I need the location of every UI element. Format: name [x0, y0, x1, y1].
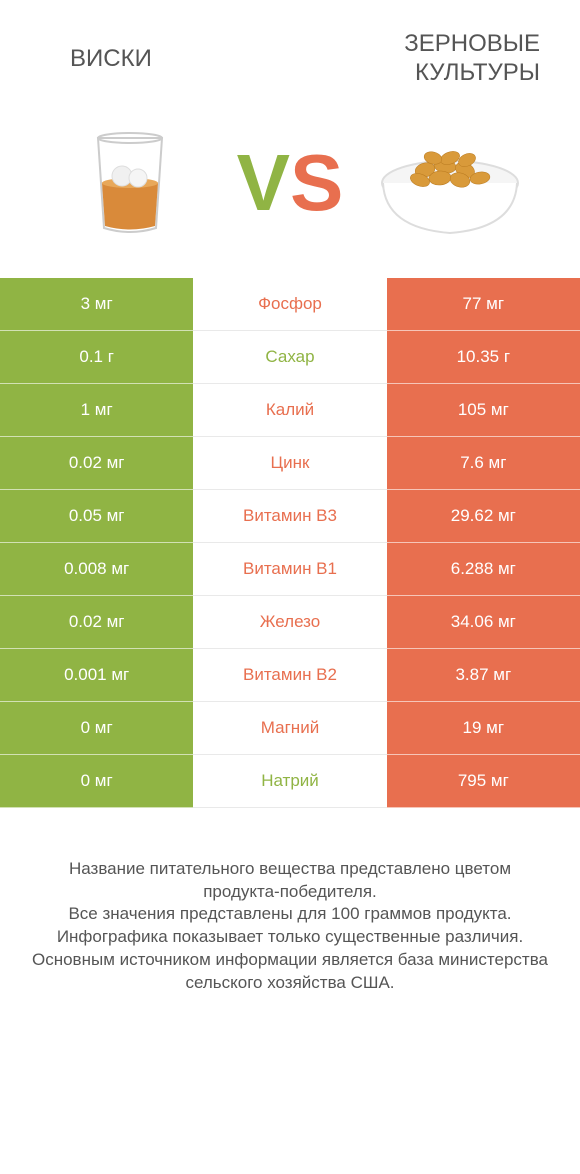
right-value: 105 мг	[387, 384, 580, 437]
left-product-title: ВИСКИ	[40, 45, 305, 73]
nutrient-name: Магний	[193, 702, 386, 755]
nutrient-name: Железо	[193, 596, 386, 649]
cereal-bowl-icon	[375, 128, 525, 238]
whisky-glass-icon	[80, 128, 180, 238]
vs-v: V	[237, 137, 290, 229]
nutrient-name: Витамин B3	[193, 490, 386, 543]
left-value: 0.02 мг	[0, 596, 193, 649]
left-value: 0.1 г	[0, 331, 193, 384]
right-value: 7.6 мг	[387, 437, 580, 490]
table-row: 0.008 мгВитамин B16.288 мг	[0, 543, 580, 596]
nutrient-name: Фосфор	[193, 278, 386, 331]
vs-s: S	[290, 137, 343, 229]
table-row: 0.001 мгВитамин B23.87 мг	[0, 649, 580, 702]
table-row: 0 мгНатрий795 мг	[0, 755, 580, 808]
left-value: 0 мг	[0, 702, 193, 755]
left-product-image	[40, 113, 220, 253]
right-value: 19 мг	[387, 702, 580, 755]
table-row: 0 мгМагний19 мг	[0, 702, 580, 755]
right-product-image	[360, 113, 540, 253]
right-value: 34.06 мг	[387, 596, 580, 649]
right-value: 29.62 мг	[387, 490, 580, 543]
nutrient-name: Цинк	[193, 437, 386, 490]
left-value: 0.05 мг	[0, 490, 193, 543]
table-row: 3 мгФосфор77 мг	[0, 278, 580, 331]
nutrient-name: Натрий	[193, 755, 386, 808]
table-row: 0.02 мгЖелезо34.06 мг	[0, 596, 580, 649]
vs-label: VS	[220, 137, 360, 229]
left-value: 0.02 мг	[0, 437, 193, 490]
nutrient-name: Сахар	[193, 331, 386, 384]
right-value: 6.288 мг	[387, 543, 580, 596]
left-value: 3 мг	[0, 278, 193, 331]
footer-line-2: Все значения представлены для 100 граммо…	[30, 903, 550, 926]
nutrient-name: Калий	[193, 384, 386, 437]
images-row: VS	[0, 98, 580, 278]
right-value: 795 мг	[387, 755, 580, 808]
nutrient-table: 3 мгФосфор77 мг0.1 гСахар10.35 г1 мгКали…	[0, 278, 580, 808]
right-value: 3.87 мг	[387, 649, 580, 702]
table-row: 0.05 мгВитамин B329.62 мг	[0, 490, 580, 543]
nutrient-name: Витамин B2	[193, 649, 386, 702]
table-row: 0.1 гСахар10.35 г	[0, 331, 580, 384]
right-value: 10.35 г	[387, 331, 580, 384]
table-row: 0.02 мгЦинк7.6 мг	[0, 437, 580, 490]
left-value: 0.001 мг	[0, 649, 193, 702]
footer-line-3: Инфографика показывает только существенн…	[30, 926, 550, 949]
left-value: 1 мг	[0, 384, 193, 437]
footer-line-4: Основным источником информации является …	[30, 949, 550, 995]
nutrient-name: Витамин B1	[193, 543, 386, 596]
left-value: 0.008 мг	[0, 543, 193, 596]
footer-line-1: Название питательного вещества представл…	[30, 858, 550, 904]
right-product-title: ЗЕРНОВЫЕ КУЛЬТУРЫ	[305, 30, 540, 88]
table-row: 1 мгКалий105 мг	[0, 384, 580, 437]
left-value: 0 мг	[0, 755, 193, 808]
header: ВИСКИ ЗЕРНОВЫЕ КУЛЬТУРЫ	[0, 0, 580, 98]
footer-notes: Название питательного вещества представл…	[0, 808, 580, 996]
right-value: 77 мг	[387, 278, 580, 331]
